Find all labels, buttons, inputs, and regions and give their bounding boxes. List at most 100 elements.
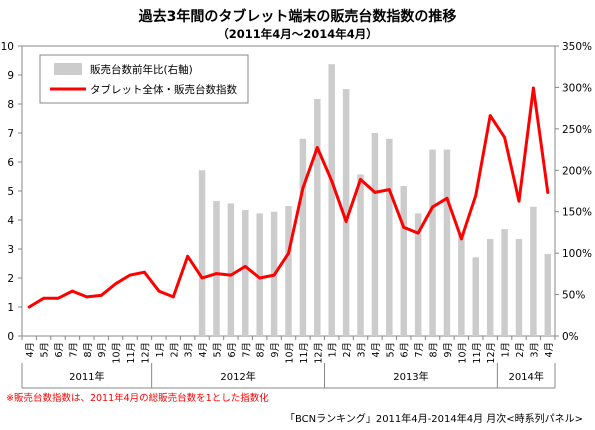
x-axis-month-label: 3月 — [357, 342, 368, 358]
line-point — [402, 225, 406, 229]
x-axis-month-label: 8月 — [256, 342, 267, 358]
bar — [227, 203, 235, 336]
right-axis-tick-label: 100% — [562, 248, 592, 260]
x-axis-month-label: 2月 — [342, 342, 353, 358]
x-axis-month-label: 3月 — [184, 342, 195, 358]
line-point — [42, 296, 46, 300]
chart-title: 過去3年間のタブレット端末の販売台数指数の推移 — [138, 9, 457, 25]
x-axis-month-label: 2月 — [169, 342, 180, 358]
x-axis-month-label: 10月 — [457, 342, 468, 364]
line-point — [71, 289, 74, 293]
left-axis-tick-label: 4 — [7, 215, 14, 227]
left-axis-tick-label: 7 — [7, 128, 14, 140]
line-point — [229, 273, 233, 277]
bar — [443, 149, 451, 336]
x-axis-month-label: 7月 — [414, 342, 425, 358]
line-point — [287, 251, 290, 255]
bar — [357, 174, 364, 336]
line-point — [215, 272, 218, 276]
bar — [299, 138, 307, 336]
bar — [386, 138, 393, 336]
line-point — [503, 135, 506, 139]
bar — [371, 133, 379, 336]
line-point — [546, 191, 550, 194]
line-point — [85, 295, 89, 299]
right-axis-tick-label: 250% — [562, 124, 592, 136]
left-axis-tick-label: 2 — [7, 273, 14, 285]
bar — [501, 229, 508, 336]
line-point — [272, 273, 276, 277]
x-axis-month-label: 11月 — [126, 342, 137, 364]
bar — [285, 205, 292, 336]
year-label: 2013年 — [393, 370, 428, 383]
x-axis-month-label: 1月 — [328, 342, 339, 358]
line-point — [200, 276, 204, 280]
legend-label-bar: 販売台数前年比(右軸) — [90, 63, 193, 76]
line-point — [531, 86, 535, 90]
year-label: 2011年 — [69, 370, 104, 383]
right-axis-tick-label: 350% — [562, 41, 592, 53]
bar — [400, 186, 407, 336]
line-point — [258, 276, 262, 280]
x-axis-month-label: 5月 — [40, 342, 51, 358]
x-axis-month-label: 9月 — [270, 342, 281, 358]
bar — [242, 210, 249, 336]
x-axis-month-label: 4月 — [371, 342, 382, 358]
line-point — [186, 254, 190, 258]
x-axis-month-label: 11月 — [472, 342, 483, 364]
legend-label-line: タブレット全体・販売台数指数 — [90, 83, 237, 96]
line-point — [315, 146, 319, 149]
left-axis-tick-label: 10 — [1, 41, 14, 53]
line-point — [301, 186, 305, 190]
x-axis-month-label: 6月 — [227, 342, 238, 358]
line-point — [114, 282, 118, 286]
x-axis-month-label: 10月 — [285, 342, 296, 364]
bar — [486, 239, 494, 336]
line-point — [359, 178, 362, 181]
bar — [429, 149, 436, 336]
x-axis-month-label: 5月 — [212, 342, 223, 358]
footnote: ※販売台数指数は、2011年4月の総販売台数を1とした指数化 — [6, 393, 269, 404]
left-axis-tick-label: 6 — [7, 157, 14, 169]
right-axis-tick-label: 0% — [562, 331, 579, 343]
line-point — [99, 294, 103, 297]
x-axis-month-label: 2月 — [515, 342, 526, 358]
line-point — [373, 191, 377, 194]
line-point — [330, 179, 334, 183]
line-point — [243, 265, 247, 268]
x-axis-month-label: 11月 — [299, 342, 310, 364]
right-axis-tick-label: 150% — [562, 207, 592, 219]
bar — [314, 99, 321, 337]
source-credit: 「BCNランキング」2011年4月-2014年4月 月次<時系列パネル> — [284, 414, 583, 425]
x-axis-month-label: 5月 — [385, 342, 396, 358]
bar — [458, 234, 465, 336]
line-point — [416, 231, 420, 235]
line-point — [157, 289, 161, 293]
bar — [342, 89, 350, 336]
bar — [530, 206, 537, 336]
right-axis-tick-label: 200% — [562, 165, 592, 177]
legend-swatch-bar — [54, 63, 82, 75]
bar — [544, 253, 552, 336]
right-axis-tick-label: 50% — [562, 290, 585, 302]
left-axis-tick-label: 0 — [7, 331, 14, 343]
year-label: 2012年 — [220, 370, 255, 383]
x-axis-month-label: 4月 — [25, 342, 36, 358]
bar — [198, 170, 206, 336]
line-point — [517, 199, 521, 203]
line-point — [387, 188, 391, 191]
bar — [256, 213, 263, 336]
x-axis-month-label: 12月 — [313, 342, 324, 364]
x-axis-month-label: 10月 — [112, 342, 123, 364]
line-point — [128, 273, 132, 277]
bar — [213, 200, 220, 336]
x-axis-month-label: 8月 — [429, 342, 440, 358]
line-point — [344, 220, 348, 223]
bar — [472, 257, 480, 336]
right-axis-tick-label: 300% — [562, 82, 592, 94]
x-axis-month-label: 3月 — [529, 342, 540, 358]
chart-subtitle: （2011年4月～2014年4月） — [217, 27, 378, 41]
line-point — [431, 205, 434, 209]
left-axis-tick-label: 8 — [7, 99, 14, 111]
